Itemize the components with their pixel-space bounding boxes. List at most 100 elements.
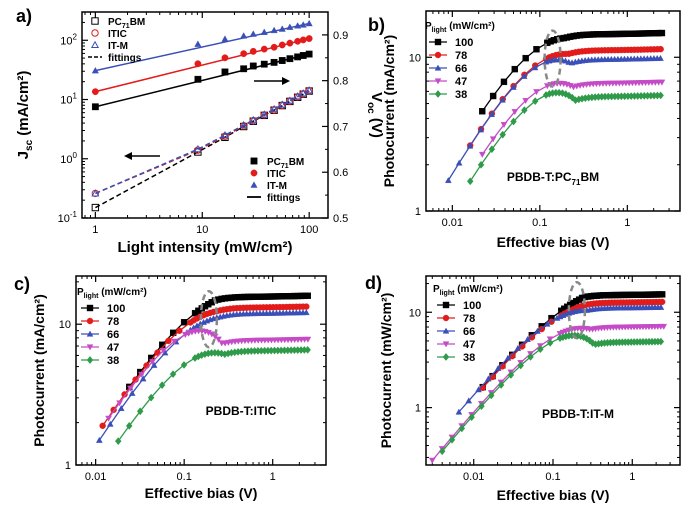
legend-label: 78 (463, 313, 475, 325)
legend-marker (442, 301, 450, 309)
x-tick-label: 0.01 (442, 217, 463, 229)
highlight-ellipse (543, 29, 562, 88)
voc-point (305, 35, 313, 42)
series-point (458, 424, 466, 433)
legend-title: Plight (mW/cm²) (433, 284, 503, 297)
series-point (565, 91, 573, 100)
series-point (658, 29, 666, 37)
series-point (528, 334, 536, 341)
legend-label: ITIC (267, 169, 286, 180)
series-point (660, 323, 668, 330)
x-tick-label: 1 (270, 471, 276, 483)
series-point (657, 337, 665, 346)
legend-marker (434, 38, 442, 46)
series-point (485, 375, 492, 382)
y-tick-label: 101 (60, 92, 77, 107)
series-point (116, 400, 123, 407)
legend-marker (442, 353, 450, 361)
x-tick-label: 0.1 (177, 471, 192, 483)
series-point (304, 336, 312, 343)
series-point (531, 64, 539, 71)
series-point (520, 72, 528, 79)
panel-label: a) (16, 6, 32, 26)
series-point (546, 338, 554, 347)
series-point (489, 136, 497, 143)
series-point (160, 347, 167, 354)
voc-point (221, 54, 229, 62)
y2-tick-label: 0.9 (333, 30, 348, 42)
series-point (533, 89, 540, 96)
voc-point (299, 21, 307, 28)
legend-label: IT-M (267, 181, 287, 192)
series-point (171, 338, 178, 345)
x-axis-label: Effective bias (V) (145, 485, 258, 501)
series-point (499, 96, 506, 103)
voc-point (240, 32, 248, 39)
legend-marker (250, 169, 258, 177)
series-point (657, 45, 664, 53)
y-tick-label: 10 (409, 307, 421, 319)
legend-label: 47 (463, 339, 475, 351)
voc-point (194, 40, 202, 47)
device-annotation: PBDB-T:ITIC (206, 404, 277, 418)
series-point (302, 309, 310, 316)
series-point (117, 404, 125, 411)
series-point (500, 78, 508, 86)
series-point (128, 389, 136, 396)
legend-label: 78 (107, 316, 119, 328)
y-axis-label: Photocurrent (mA/cm²) (31, 294, 47, 446)
legend-label: 66 (463, 326, 475, 338)
series-point (465, 397, 473, 404)
y-tick-label: 10-1 (58, 210, 78, 225)
legend-label: 47 (107, 342, 119, 354)
legend-label: 66 (455, 63, 467, 75)
series-point (448, 435, 456, 444)
series-point (180, 319, 188, 326)
series-point (466, 142, 474, 149)
series-point (534, 327, 541, 334)
series-point (139, 375, 147, 382)
plot-frame (425, 10, 681, 212)
panel-a: a) 1 10 100 10-1 100 101 102 0.5 0.6 0.7 0.8 0.9 Ligh… (15, 6, 385, 256)
series-point (494, 364, 502, 371)
series-point (468, 413, 475, 422)
voc-point (305, 50, 313, 58)
series-point (658, 291, 666, 298)
legend-marker (91, 17, 99, 25)
legend-marker (91, 29, 99, 37)
highlight-ellipse (567, 280, 587, 340)
series-point (149, 359, 156, 366)
voc-point (221, 68, 229, 76)
legend-marker (86, 356, 94, 364)
voc-point (240, 65, 248, 73)
legend-marker (86, 304, 94, 312)
voc-point (260, 45, 268, 53)
series-point (488, 110, 496, 117)
voc-point (286, 23, 294, 30)
series-point (150, 361, 158, 368)
legend-label: PC71BM (108, 17, 145, 30)
series-point (215, 336, 222, 343)
jsc-point (249, 115, 258, 124)
series-point (562, 57, 569, 64)
series-point (504, 354, 512, 361)
series-point (507, 371, 515, 379)
panel-d: d) 0.01 0.1 1 1 10 Effective bias (V) Photocurr… (365, 273, 681, 503)
series-point (489, 92, 497, 100)
x-tick-label: 0.1 (545, 471, 560, 483)
highlight-ellipse (199, 289, 219, 349)
legend-marker (86, 317, 94, 325)
series-point (444, 176, 452, 184)
legend-label: fittings (267, 193, 301, 204)
y-tick-label: 10 (59, 319, 71, 331)
series-point (488, 145, 496, 154)
voc-point (270, 58, 278, 66)
jsc-point (299, 89, 308, 97)
jsc-point (270, 104, 279, 113)
series-point (169, 370, 177, 379)
series-point (105, 415, 112, 422)
legend-label: 66 (107, 329, 119, 341)
voc-point (194, 75, 202, 83)
series-point (475, 386, 482, 393)
device-annotation: PBDB-T:IT-M (542, 407, 614, 421)
